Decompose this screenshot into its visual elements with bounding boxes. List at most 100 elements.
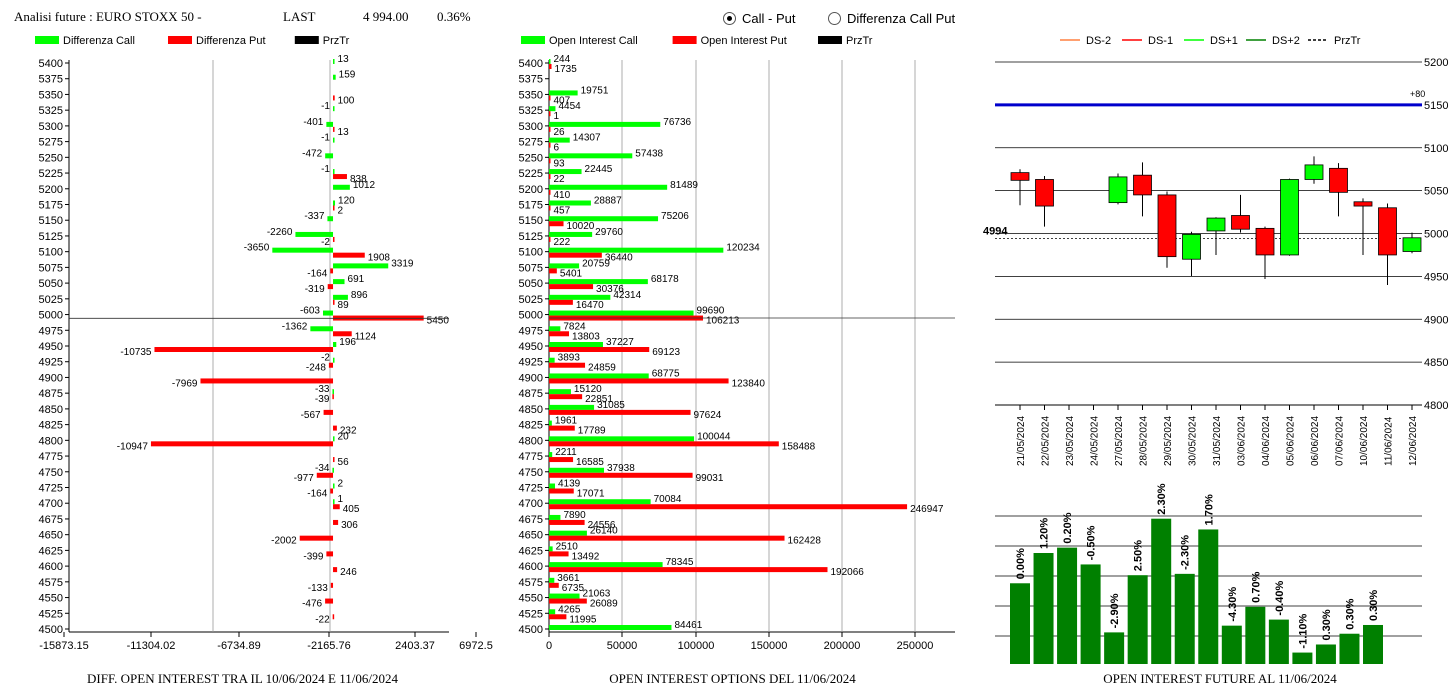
bar [549,64,552,69]
x-tick-label: 250000 [897,640,934,652]
bar [333,174,347,180]
bar [549,252,602,258]
bar [333,331,352,337]
y-tick-label: 5050 [39,278,63,290]
x-tick-label: 2403.37 [395,640,435,652]
legend-label-3: DS+2 [1272,35,1300,47]
y-tick-label: 5200 [519,184,543,196]
bar [549,394,583,400]
oi-bar-label: 0.30% [1321,609,1333,640]
data-label: 26089 [590,599,618,610]
x-tick-label: 29/05/2024 [1163,416,1174,466]
y-tick-label: 4525 [39,608,63,620]
oi-bar-label: 0.70% [1250,571,1262,602]
data-label: -1362 [282,321,308,332]
bar [549,216,659,222]
x-tick-label: 30/05/2024 [1188,416,1199,466]
radio-diff-call-put[interactable]: Differenza Call Put [828,11,955,26]
x-tick-label: 22/05/2024 [1041,416,1052,466]
legend-label-1: DS-1 [1148,35,1173,47]
data-label: 457 [554,206,571,217]
y-tick-label: 4500 [519,624,543,636]
bar [549,189,551,195]
x-tick-label: 06/06/2024 [1310,416,1321,466]
data-label: 22 [554,174,566,185]
bar [333,436,335,442]
x-tick-label: 24/05/2024 [1090,416,1101,466]
data-label: 81489 [670,180,698,191]
data-label: 22851 [585,394,613,405]
y-tick-label: 5100 [39,247,63,259]
bar [549,279,648,285]
data-label: 1 [554,111,560,122]
legend-swatch [521,36,545,44]
data-label: 100044 [697,431,731,442]
candle-body [1255,227,1275,256]
bar [549,137,570,143]
oi-bar [1057,547,1078,664]
y-tick-label: 4800 [519,435,543,447]
x-tick-label: 50000 [607,640,638,652]
data-label: 69123 [652,347,680,358]
bar [549,457,574,463]
data-label: 246947 [910,504,944,515]
data-label: 29760 [595,227,623,238]
y-tick-label: 4600 [519,561,543,573]
bar [333,59,335,64]
bar [333,457,335,463]
candle-body [1108,176,1128,204]
bar [549,221,564,227]
bar [316,472,334,478]
bar [549,126,551,132]
legend-label-1: Differenza Put [196,35,266,47]
oi-bar [1221,625,1242,664]
data-label: 1124 [355,331,377,342]
y-tick-label: 4500 [39,624,63,636]
legend-label-2: PrzTr [846,35,873,47]
y-tick-label: 4875 [519,388,543,400]
data-label: 3893 [558,353,581,364]
data-label: 162428 [788,536,822,547]
y-tick-label: 4850 [1424,357,1448,369]
data-label: 42314 [613,290,641,301]
bar [549,200,591,206]
bar [333,205,335,211]
oi-bar-label: 0.30% [1344,598,1356,629]
bar [549,389,571,395]
bar [549,263,580,269]
data-label: 4454 [558,101,581,112]
bar [333,137,335,143]
bar [549,378,729,384]
legend-label-1: Open Interest Put [701,35,787,47]
data-label: 76736 [663,117,691,128]
y-tick-label: 5400 [519,58,543,70]
y-tick-label: 4525 [519,608,543,620]
change-percent: 0.36% [437,9,471,24]
bar [549,535,785,541]
data-label: 1908 [368,253,391,264]
bar [333,126,335,132]
data-label: 56 [338,457,350,468]
y-tick-label: 4975 [39,325,63,337]
bar [333,504,340,510]
data-label: 31085 [597,400,625,411]
data-label: 13492 [572,551,600,562]
bar [549,299,573,305]
oi-bar [1198,529,1219,664]
y-tick-label: 5025 [39,294,63,306]
bar [549,472,693,478]
data-label: 838 [350,174,367,185]
radio-call-put[interactable]: Call - Put [723,11,795,26]
bar [333,184,350,190]
data-label: -164 [307,268,327,279]
bar [549,111,551,117]
x-tick-label: 21/05/2024 [1016,416,1027,466]
data-label: -7969 [172,378,198,389]
bar [549,184,668,190]
bar [549,142,551,148]
data-label: 16470 [576,300,604,311]
bar [333,519,339,525]
bar [333,169,335,175]
y-tick-label: 5225 [519,168,543,180]
data-label: -472 [302,148,322,159]
